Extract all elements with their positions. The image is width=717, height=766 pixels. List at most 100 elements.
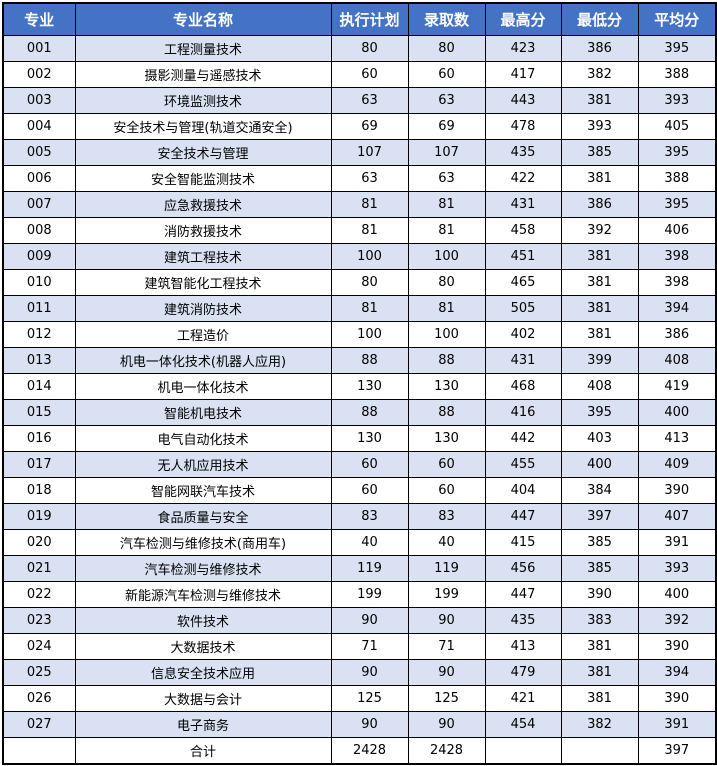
cell-max-score: 404 — [484, 477, 562, 504]
table-row: 020 汽车检测与维修技术(商用车) 40 40 415 385 391 — [2, 529, 717, 556]
cell-code: 020 — [2, 529, 76, 556]
cell-avg-score: 391 — [637, 711, 717, 738]
cell-avg-score: 393 — [637, 87, 717, 114]
cell-name: 软件技术 — [74, 607, 332, 634]
cell-code: 008 — [2, 217, 76, 244]
cell-plan: 60 — [330, 477, 409, 504]
cell-min-score: 403 — [560, 425, 639, 452]
cell-name: 安全智能监测技术 — [74, 165, 332, 192]
cell-plan: 90 — [330, 711, 409, 738]
cell-name: 电气自动化技术 — [74, 425, 332, 452]
cell-max-score: 402 — [484, 321, 562, 348]
cell-code: 022 — [2, 581, 76, 608]
cell-plan: 63 — [330, 165, 409, 192]
cell-code: 014 — [2, 373, 76, 400]
table-row: 019 食品质量与安全 83 83 447 397 407 — [2, 503, 717, 530]
cell-min-score: 381 — [560, 685, 639, 712]
table-row: 015 智能机电技术 88 88 416 395 400 — [2, 399, 717, 426]
cell-max-score: 458 — [484, 217, 562, 244]
header-row: 专业 专业名称 执行计划 录取数 最高分 最低分 平均分 — [2, 2, 717, 36]
cell-plan: 130 — [330, 425, 409, 452]
cell-max-score: 442 — [484, 425, 562, 452]
cell-code: 007 — [2, 191, 76, 218]
cell-min-score: 381 — [560, 165, 639, 192]
table-row: 012 工程造价 100 100 402 381 386 — [2, 321, 717, 348]
cell-avg-score: 391 — [637, 529, 717, 556]
cell-min-score: 395 — [560, 399, 639, 426]
cell-code: 018 — [2, 477, 76, 504]
cell-name: 机电一体化技术(机器人应用) — [74, 347, 332, 374]
total-avg-score: 397 — [637, 737, 717, 765]
total-plan: 2428 — [330, 737, 409, 765]
table-row: 022 新能源汽车检测与维修技术 199 199 447 390 400 — [2, 581, 717, 608]
cell-min-score: 385 — [560, 529, 639, 556]
cell-avg-score: 398 — [637, 243, 717, 270]
cell-max-score: 435 — [484, 607, 562, 634]
table-row: 011 建筑消防技术 81 81 505 381 394 — [2, 295, 717, 322]
cell-code: 011 — [2, 295, 76, 322]
cell-admitted: 69 — [407, 113, 486, 140]
cell-code: 019 — [2, 503, 76, 530]
table-row: 006 安全智能监测技术 63 63 422 381 388 — [2, 165, 717, 192]
cell-code: 002 — [2, 61, 76, 88]
cell-admitted: 100 — [407, 321, 486, 348]
cell-plan: 88 — [330, 399, 409, 426]
cell-min-score: 381 — [560, 243, 639, 270]
cell-avg-score: 395 — [637, 35, 717, 62]
cell-plan: 130 — [330, 373, 409, 400]
cell-admitted: 81 — [407, 191, 486, 218]
cell-admitted: 60 — [407, 61, 486, 88]
total-min-score — [560, 737, 639, 765]
cell-max-score: 431 — [484, 191, 562, 218]
cell-plan: 90 — [330, 607, 409, 634]
cell-code: 009 — [2, 243, 76, 270]
cell-plan: 100 — [330, 243, 409, 270]
table-row: 009 建筑工程技术 100 100 451 381 398 — [2, 243, 717, 270]
cell-name: 电子商务 — [74, 711, 332, 738]
cell-code: 016 — [2, 425, 76, 452]
cell-min-score: 383 — [560, 607, 639, 634]
cell-plan: 40 — [330, 529, 409, 556]
cell-max-score: 447 — [484, 503, 562, 530]
cell-plan: 107 — [330, 139, 409, 166]
table-row: 008 消防救援技术 81 81 458 392 406 — [2, 217, 717, 244]
cell-name: 建筑智能化工程技术 — [74, 269, 332, 296]
cell-avg-score: 390 — [637, 477, 717, 504]
cell-plan: 81 — [330, 217, 409, 244]
cell-name: 工程测量技术 — [74, 35, 332, 62]
cell-max-score: 413 — [484, 633, 562, 660]
cell-avg-score: 394 — [637, 295, 717, 322]
cell-plan: 80 — [330, 35, 409, 62]
cell-avg-score: 400 — [637, 581, 717, 608]
cell-plan: 119 — [330, 555, 409, 582]
cell-plan: 63 — [330, 87, 409, 114]
cell-max-score: 468 — [484, 373, 562, 400]
cell-min-score: 385 — [560, 555, 639, 582]
cell-avg-score: 395 — [637, 139, 717, 166]
cell-code: 013 — [2, 347, 76, 374]
cell-avg-score: 392 — [637, 607, 717, 634]
cell-name: 消防救援技术 — [74, 217, 332, 244]
table-row: 024 大数据技术 71 71 413 381 390 — [2, 633, 717, 660]
cell-avg-score: 390 — [637, 633, 717, 660]
cell-admitted: 125 — [407, 685, 486, 712]
cell-plan: 83 — [330, 503, 409, 530]
cell-avg-score: 393 — [637, 555, 717, 582]
header-admitted: 录取数 — [407, 2, 486, 36]
cell-code: 017 — [2, 451, 76, 478]
cell-max-score: 451 — [484, 243, 562, 270]
cell-max-score: 435 — [484, 139, 562, 166]
cell-admitted: 40 — [407, 529, 486, 556]
cell-min-score: 397 — [560, 503, 639, 530]
cell-max-score: 415 — [484, 529, 562, 556]
total-max-score — [484, 737, 562, 765]
cell-avg-score: 419 — [637, 373, 717, 400]
cell-max-score: 505 — [484, 295, 562, 322]
cell-name: 应急救援技术 — [74, 191, 332, 218]
cell-max-score: 455 — [484, 451, 562, 478]
cell-admitted: 83 — [407, 503, 486, 530]
cell-admitted: 80 — [407, 35, 486, 62]
cell-admitted: 90 — [407, 607, 486, 634]
cell-admitted: 130 — [407, 425, 486, 452]
table-row: 017 无人机应用技术 60 60 455 400 409 — [2, 451, 717, 478]
